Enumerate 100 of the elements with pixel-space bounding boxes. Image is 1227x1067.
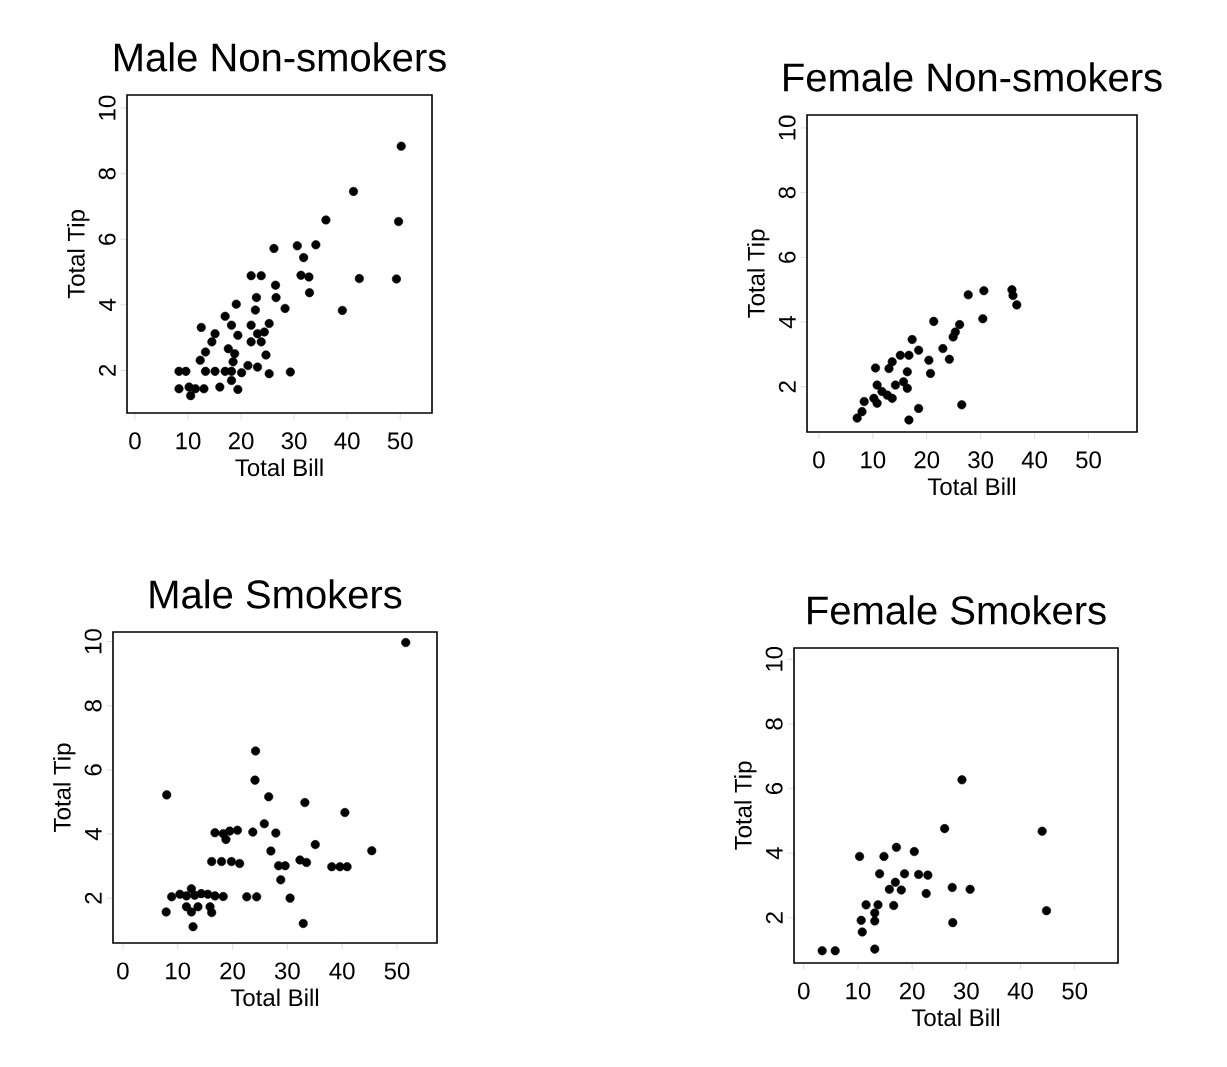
point [907,334,917,345]
y-tick-label: 10 [98,95,116,120]
point [233,330,243,340]
x-tick-label: 0 [117,962,129,980]
y-tick-label: 2 [778,381,796,393]
x-tick-label: 0 [129,432,141,450]
point [299,253,309,263]
point [285,367,295,377]
x-axis-title: Total Bill [927,477,1016,496]
point [884,884,894,894]
point [327,862,337,872]
point [186,391,196,401]
point [196,322,206,332]
point [225,826,235,836]
point [200,347,211,357]
x-tick-label: 30 [281,432,307,450]
point [311,240,321,250]
point [957,775,967,785]
point [264,792,274,802]
point [301,858,312,868]
x-tick-label: 50 [387,432,413,450]
point [396,141,406,151]
y-tick-label: 8 [778,187,796,199]
point [174,384,184,394]
point [856,915,866,925]
point [914,345,924,355]
y-tick-label: 6 [98,233,116,245]
x-tick-label: 40 [329,962,355,980]
point [944,354,954,364]
point [181,891,191,901]
y-tick-label: 2 [98,364,116,376]
point [855,851,865,861]
point [269,243,279,253]
point [948,918,958,928]
point [252,362,263,372]
y-tick-label: 10 [778,115,796,140]
point [215,382,225,392]
point [230,349,240,359]
point [887,357,897,367]
point [200,366,211,376]
point [217,857,227,867]
point [276,875,286,885]
x-tick-label: 10 [846,982,871,1000]
point [921,889,931,899]
x-tick-label: 10 [176,432,201,450]
point [914,869,924,880]
point [223,344,233,354]
point [195,355,205,365]
point [354,274,364,284]
point [817,946,827,956]
point [296,270,306,280]
x-axis-title: Total Bill [235,458,323,477]
point [210,828,220,838]
point [348,186,359,196]
point [250,775,260,785]
point [210,891,220,901]
point [337,305,347,315]
point [210,366,220,376]
point [193,902,203,912]
point [929,316,939,326]
point [1037,826,1047,836]
point [872,398,882,408]
point [391,274,401,284]
point [218,891,228,902]
point [271,293,281,303]
point [251,293,261,303]
point [904,415,914,425]
point [955,320,965,330]
x-tick-label: 20 [228,432,254,450]
point [210,329,220,339]
point [978,314,988,324]
y-tick-label: 2 [84,892,102,904]
x-tick-label: 20 [899,982,925,1000]
point [190,384,200,394]
y-tick-label: 8 [765,718,783,730]
point [285,893,295,903]
point [890,380,900,390]
point [186,907,196,917]
point [938,344,948,354]
x-tick-label: 20 [914,451,940,469]
x-tick-label: 0 [813,451,825,469]
point [232,825,242,835]
y-axis-title: Total Tip [67,210,90,299]
y-axis-title: Total Tip [747,229,770,318]
point [226,320,237,330]
x-tick-label: 50 [1062,982,1088,1000]
point [242,892,252,902]
y-tick-label: 4 [779,316,796,329]
point [947,882,957,892]
point [852,413,862,423]
point [226,857,236,867]
point [228,357,238,367]
point [199,384,209,394]
chart-title: Male Smokers [150,579,402,609]
point [161,907,171,917]
point [340,807,350,818]
point [948,332,958,342]
point [300,798,310,808]
y-tick-label: 8 [84,700,102,712]
point [861,900,871,910]
